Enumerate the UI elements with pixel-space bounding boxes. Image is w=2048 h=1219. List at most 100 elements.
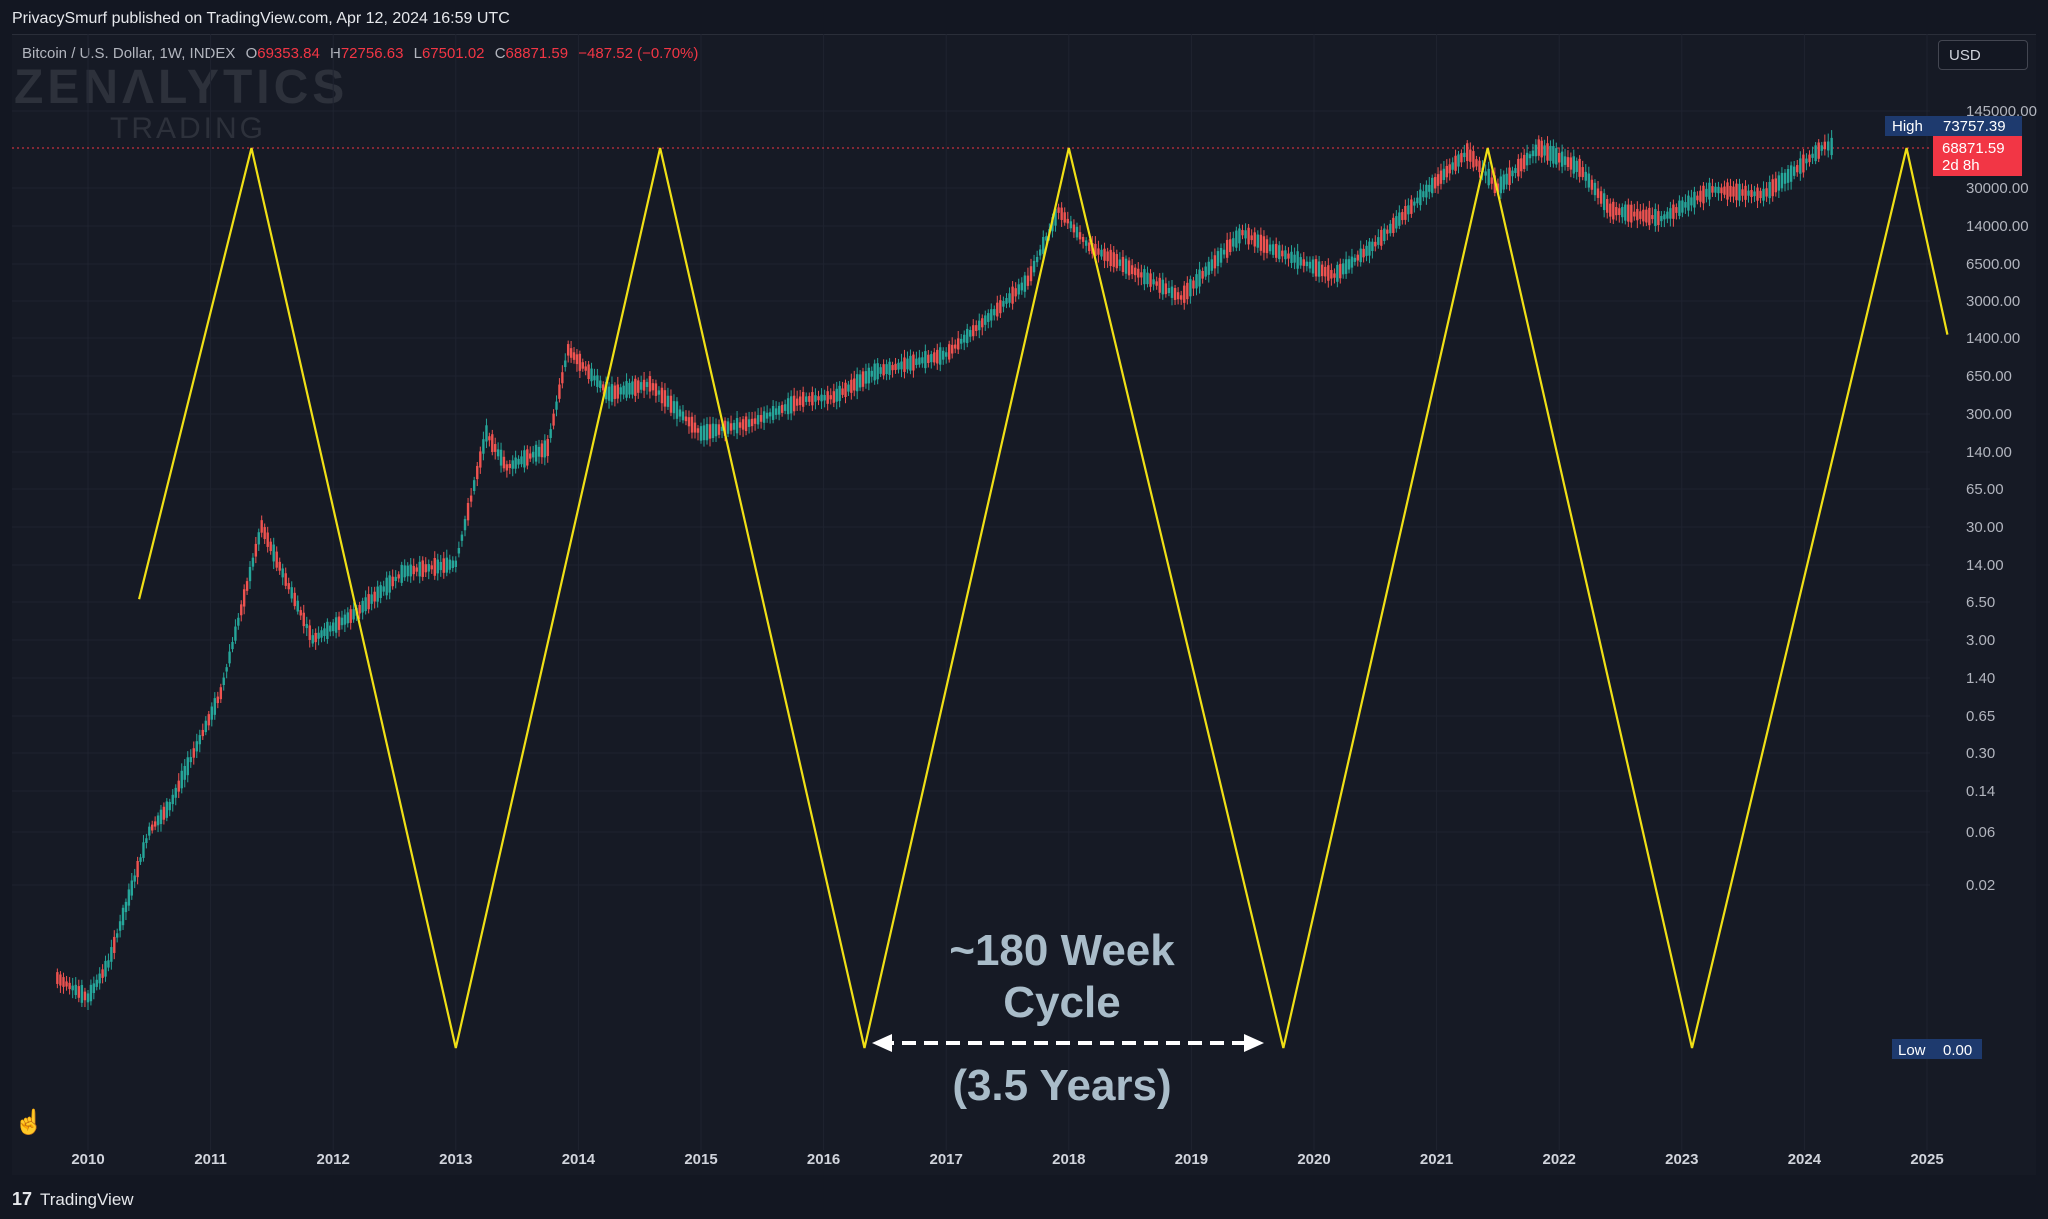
candle-body xyxy=(1336,264,1339,282)
currency-button[interactable]: USD xyxy=(1938,40,2028,70)
candle-body xyxy=(648,376,652,392)
candle-body xyxy=(1633,211,1636,217)
candle-body xyxy=(183,765,186,780)
candle-body xyxy=(1590,179,1594,190)
candle-body xyxy=(960,338,963,344)
candle-body xyxy=(1511,170,1514,177)
candle-body xyxy=(418,561,421,577)
candle-body xyxy=(690,416,694,433)
candle-body xyxy=(403,565,406,578)
candle-body xyxy=(1341,263,1345,275)
candle-body xyxy=(124,901,128,913)
candle-body xyxy=(546,439,549,457)
candle-body xyxy=(364,597,367,612)
chart-panel[interactable] xyxy=(12,34,2036,1175)
candle-body xyxy=(409,564,412,577)
candle-body xyxy=(1232,238,1235,247)
candle-body xyxy=(1534,144,1538,157)
candle-body xyxy=(234,626,237,641)
candle-body xyxy=(1648,207,1651,226)
candle-body xyxy=(771,406,775,420)
candle-body xyxy=(1026,275,1030,286)
candle-body xyxy=(457,548,461,554)
candle-body xyxy=(616,384,620,399)
cycle-series xyxy=(138,147,1949,1049)
candle-body xyxy=(394,576,397,582)
candle-body xyxy=(189,757,192,763)
candle-body xyxy=(1612,201,1615,220)
candle-body xyxy=(245,581,249,591)
candle-body xyxy=(1738,183,1741,201)
candle-body xyxy=(613,385,617,399)
candle-body xyxy=(1596,188,1600,198)
candle-body xyxy=(1747,190,1750,196)
candle-body xyxy=(564,360,567,368)
candle-body xyxy=(1198,269,1201,287)
candle-body xyxy=(1726,182,1729,200)
candle-body xyxy=(1225,239,1229,258)
candle-body xyxy=(1146,272,1149,285)
candle-body xyxy=(669,395,673,413)
candle-body xyxy=(210,706,214,720)
candle-body xyxy=(1088,242,1091,252)
candle-body xyxy=(1106,251,1109,262)
candle-body xyxy=(847,384,850,392)
cursor-icon[interactable]: ☝ xyxy=(14,1109,44,1136)
candle-body xyxy=(505,464,509,471)
candle-body xyxy=(744,416,748,432)
candle-body xyxy=(1368,241,1371,256)
candle-body xyxy=(876,363,879,380)
candle-body xyxy=(891,365,894,371)
candle-body xyxy=(263,527,266,540)
candle-body xyxy=(121,907,125,926)
candle-body xyxy=(628,382,631,395)
candle-body xyxy=(1478,160,1481,173)
candle-body xyxy=(1362,248,1365,258)
candle-body xyxy=(415,567,418,572)
candle-body xyxy=(714,424,718,437)
candle-body xyxy=(1293,254,1296,263)
candle-body xyxy=(113,936,116,953)
candle-body xyxy=(1179,295,1183,300)
candle-body xyxy=(1075,226,1079,238)
candle-body xyxy=(861,371,865,387)
candle-body xyxy=(838,385,841,402)
candle-body xyxy=(1615,207,1618,216)
candle-body xyxy=(1207,261,1210,275)
candle-body xyxy=(921,357,924,364)
candle-body xyxy=(631,381,634,395)
candle-body xyxy=(337,616,341,630)
close-label: C xyxy=(494,45,506,62)
candle-body xyxy=(385,577,388,596)
candle-body xyxy=(634,378,637,396)
candle-body xyxy=(1505,173,1508,185)
candle-body xyxy=(1112,252,1115,267)
candle-body xyxy=(972,325,975,337)
candle-body xyxy=(1305,261,1309,267)
candle-body xyxy=(753,418,757,424)
candle-body xyxy=(517,458,520,465)
candle-body xyxy=(774,408,778,415)
candle-body xyxy=(823,395,826,401)
candle-body xyxy=(469,495,473,502)
candle-body xyxy=(485,425,488,442)
candle-body xyxy=(1499,176,1503,194)
candle-body xyxy=(954,344,957,349)
candle-body xyxy=(835,388,838,402)
candle-body xyxy=(488,436,491,441)
cycle-title-line2: Cycle xyxy=(1003,978,1120,1027)
candle-body xyxy=(768,412,772,417)
candle-body xyxy=(607,386,611,401)
candle-body xyxy=(136,860,139,878)
candle-body xyxy=(1011,286,1014,304)
candle-body xyxy=(1560,151,1564,167)
candle-body xyxy=(1097,248,1100,255)
candle-body xyxy=(1741,189,1744,196)
candle-body xyxy=(104,960,107,977)
candle-body xyxy=(885,364,888,374)
candle-body xyxy=(502,456,506,469)
candle-body xyxy=(1817,142,1820,159)
candle-body xyxy=(1569,157,1573,170)
candle-body xyxy=(299,610,302,616)
candle-body xyxy=(590,368,593,382)
